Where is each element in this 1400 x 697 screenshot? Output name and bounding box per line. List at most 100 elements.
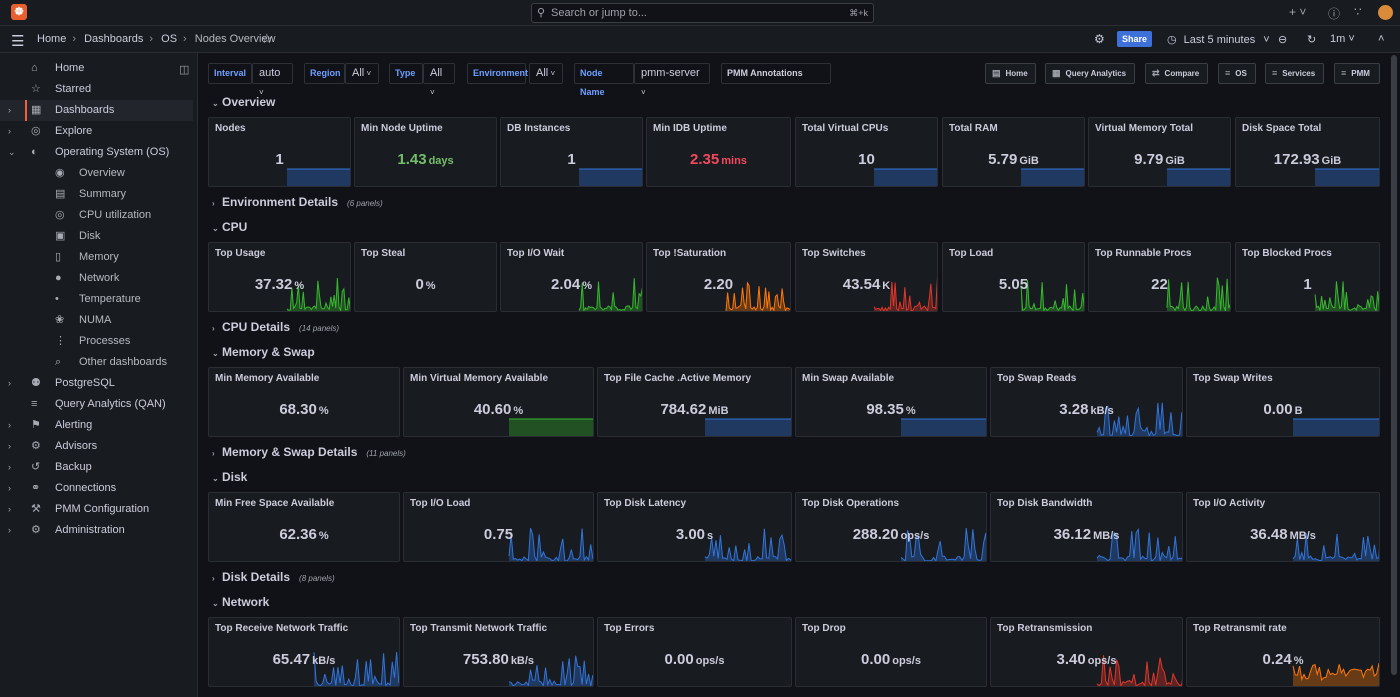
stat-panel-min-idb-uptime[interactable]: Min IDB Uptime 2.35 mins	[646, 117, 791, 187]
sidebar-item-overview[interactable]: ◉ Overview	[0, 163, 193, 184]
sidebar-item-home[interactable]: ⌂ Home	[0, 58, 193, 79]
row-header-disk-details[interactable]: › Disk Details (8 panels)	[212, 568, 335, 586]
help-icon[interactable]: ⓘ	[1328, 7, 1341, 21]
stat-panel-top-blocked-procs[interactable]: Top Blocked Procs 1	[1235, 242, 1380, 312]
sidebar-item-explore[interactable]: › ◎ Explore	[0, 121, 193, 142]
stat-panel-min-virtual-memory-available[interactable]: Min Virtual Memory Available 40.60%	[403, 367, 594, 437]
chevron-right-icon[interactable]: ›	[8, 378, 11, 388]
stat-panel-top-drop[interactable]: Top Drop 0.00 ops/s	[795, 617, 987, 687]
plus-icon[interactable]: + ˅	[1289, 5, 1307, 19]
stat-panel-top-usage[interactable]: Top Usage 37.32%	[208, 242, 351, 312]
stat-panel-min-free-space-available[interactable]: Min Free Space Available 62.36%	[208, 492, 400, 562]
search-input[interactable]: ⚲ Search or jump to... ⌘+k	[531, 3, 874, 23]
variable-select-interval[interactable]: auto ˅	[252, 63, 293, 97]
time-range-picker[interactable]: ◷ Last 5 minutes ˅	[1167, 33, 1270, 46]
stat-panel-top-transmit-network-traffic[interactable]: Top Transmit Network Traffic 753.80 kB/s	[403, 617, 594, 687]
sidebar-item-numa[interactable]: ❀ NUMA	[0, 310, 193, 331]
row-header-environment-details[interactable]: › Environment Details (6 panels)	[212, 193, 383, 211]
dashboard-link-os[interactable]: ≡ OS	[1218, 63, 1256, 84]
sidebar-item-alerting[interactable]: › ⚑ Alerting	[0, 415, 193, 436]
stat-panel-min-node-uptime[interactable]: Min Node Uptime 1.43 days	[354, 117, 497, 187]
zoom-out-icon[interactable]: ⊖	[1278, 34, 1288, 46]
sidebar-item-network[interactable]: ● Network	[0, 268, 193, 289]
menu-icon[interactable]: ☰	[11, 33, 25, 50]
stat-panel-top-steal[interactable]: Top Steal 0%	[354, 242, 497, 312]
dock-menu-icon[interactable]: ◫	[179, 64, 190, 76]
stat-panel-top-saturation[interactable]: Top !Saturation 2.20	[646, 242, 791, 312]
stat-panel-top-receive-network-traffic[interactable]: Top Receive Network Traffic 65.47 kB/s	[208, 617, 400, 687]
chevron-right-icon[interactable]: ›	[8, 504, 11, 514]
collapse-icon[interactable]: ˄	[1378, 33, 1385, 45]
breadcrumb-os[interactable]: OS	[161, 33, 178, 45]
stat-panel-top-file-cache-active-memory[interactable]: Top File Cache .Active Memory 784.62 MiB	[597, 367, 792, 437]
stat-panel-top-retransmission[interactable]: Top Retransmission 3.40 ops/s	[990, 617, 1183, 687]
row-header-memory-swap[interactable]: ⌄ Memory & Swap	[212, 343, 315, 361]
stat-panel-min-memory-available[interactable]: Min Memory Available 68.30%	[208, 367, 400, 437]
chevron-right-icon[interactable]: ›	[8, 420, 11, 430]
stat-panel-disk-space-total[interactable]: Disk Space Total 172.93 GiB	[1235, 117, 1380, 187]
sidebar-item-starred[interactable]: ☆ Starred	[0, 79, 193, 100]
sidebar-item-backup[interactable]: › ↺ Backup	[0, 457, 193, 478]
dashboard-link-pmm[interactable]: ≡ PMM	[1334, 63, 1380, 84]
breadcrumb-home[interactable]: Home	[37, 33, 67, 45]
stat-panel-top-switches[interactable]: Top Switches 43.54 K	[795, 242, 938, 312]
sidebar-item-disk[interactable]: ▣ Disk	[0, 226, 193, 247]
stat-panel-top-runnable-procs[interactable]: Top Runnable Procs 22	[1088, 242, 1231, 312]
row-header-overview[interactable]: ⌄ Overview	[212, 93, 275, 111]
chevron-right-icon[interactable]: ›	[8, 126, 11, 136]
dashboard-link-services[interactable]: ≡ Services	[1265, 63, 1324, 84]
star-icon[interactable]: ☆	[261, 31, 273, 46]
variable-select-environment[interactable]: All ˅	[529, 63, 563, 84]
settings-icon[interactable]: ⚙	[1094, 32, 1105, 46]
sidebar-item-other-dashboards[interactable]: ⌕ Other dashboards	[0, 352, 193, 373]
stat-panel-top-swap-reads[interactable]: Top Swap Reads 3.28 kB/s	[990, 367, 1183, 437]
share-button[interactable]: Share	[1117, 31, 1153, 47]
row-header-disk[interactable]: ⌄ Disk	[212, 468, 247, 486]
sidebar-item-connections[interactable]: › ⚭ Connections	[0, 478, 193, 499]
sidebar-item-memory[interactable]: ▯ Memory	[0, 247, 193, 268]
stat-panel-top-disk-operations[interactable]: Top Disk Operations 288.20 ops/s	[795, 492, 987, 562]
chevron-right-icon[interactable]: ›	[8, 462, 11, 472]
chevron-right-icon[interactable]: ›	[8, 105, 11, 115]
breadcrumb-dashboards[interactable]: Dashboards	[84, 33, 144, 45]
dashboard-link-compare[interactable]: ⇄ Compare	[1145, 63, 1208, 84]
avatar[interactable]	[1378, 5, 1393, 20]
sidebar-item-cpu-utilization[interactable]: ◎ CPU utilization	[0, 205, 193, 226]
sidebar-item-advisors[interactable]: › ⚙ Advisors	[0, 436, 193, 457]
variable-select-type[interactable]: All ˅	[423, 63, 455, 97]
stat-panel-total-virtual-cpus[interactable]: Total Virtual CPUs 10	[795, 117, 938, 187]
chevron-down-icon[interactable]: ⌄	[8, 147, 16, 157]
stat-panel-top-i-o-wait[interactable]: Top I/O Wait 2.04%	[500, 242, 643, 312]
row-header-cpu[interactable]: ⌄ CPU	[212, 218, 247, 236]
sidebar-item-temperature[interactable]: • Temperature	[0, 289, 193, 310]
dashboard-link-query-analytics[interactable]: ▦ Query Analytics	[1045, 63, 1135, 84]
chevron-right-icon[interactable]: ›	[8, 441, 11, 451]
pmm-logo-icon[interactable]: ☸	[11, 4, 27, 20]
stat-panel-total-ram[interactable]: Total RAM 5.79 GiB	[942, 117, 1085, 187]
sidebar-item-summary[interactable]: ▤ Summary	[0, 184, 193, 205]
stat-panel-top-load[interactable]: Top Load 5.05	[942, 242, 1085, 312]
rss-icon[interactable]: ∵	[1354, 5, 1362, 19]
sidebar-item-dashboards[interactable]: › ▦ Dashboards	[0, 100, 193, 121]
stat-panel-top-retransmit-rate[interactable]: Top Retransmit rate 0.24%	[1186, 617, 1380, 687]
sidebar-item-processes[interactable]: ⋮ Processes	[0, 331, 193, 352]
stat-panel-top-swap-writes[interactable]: Top Swap Writes 0.00 B	[1186, 367, 1380, 437]
sidebar-item-operating-system-os[interactable]: ⌄ ◐ Operating System (OS)	[0, 142, 193, 163]
sidebar-item-administration[interactable]: › ⚙ Administration	[0, 520, 193, 541]
refresh-icon[interactable]: ↻	[1307, 34, 1317, 46]
stat-panel-top-i-o-activity[interactable]: Top I/O Activity 36.48 MB/s	[1186, 492, 1380, 562]
chevron-right-icon[interactable]: ›	[8, 483, 11, 493]
stat-panel-min-swap-available[interactable]: Min Swap Available 98.35%	[795, 367, 987, 437]
stat-panel-top-i-o-load[interactable]: Top I/O Load 0.75	[403, 492, 594, 562]
scrollbar[interactable]	[1391, 55, 1397, 675]
row-header-network[interactable]: ⌄ Network	[212, 593, 269, 611]
dashboard-link-home[interactable]: ▤ Home	[985, 63, 1036, 84]
row-header-memory-swap-details[interactable]: › Memory & Swap Details (11 panels)	[212, 443, 406, 461]
stat-panel-top-disk-bandwidth[interactable]: Top Disk Bandwidth 36.12 MB/s	[990, 492, 1183, 562]
stat-panel-top-disk-latency[interactable]: Top Disk Latency 3.00 s	[597, 492, 792, 562]
variable-select-node-name[interactable]: pmm-server ˅	[634, 63, 710, 97]
variable-select-region[interactable]: All ˅	[345, 63, 379, 84]
stat-panel-virtual-memory-total[interactable]: Virtual Memory Total 9.79 GiB	[1088, 117, 1231, 187]
chevron-right-icon[interactable]: ›	[8, 525, 11, 535]
sidebar-item-pmm-configuration[interactable]: › ⚒ PMM Configuration	[0, 499, 193, 520]
